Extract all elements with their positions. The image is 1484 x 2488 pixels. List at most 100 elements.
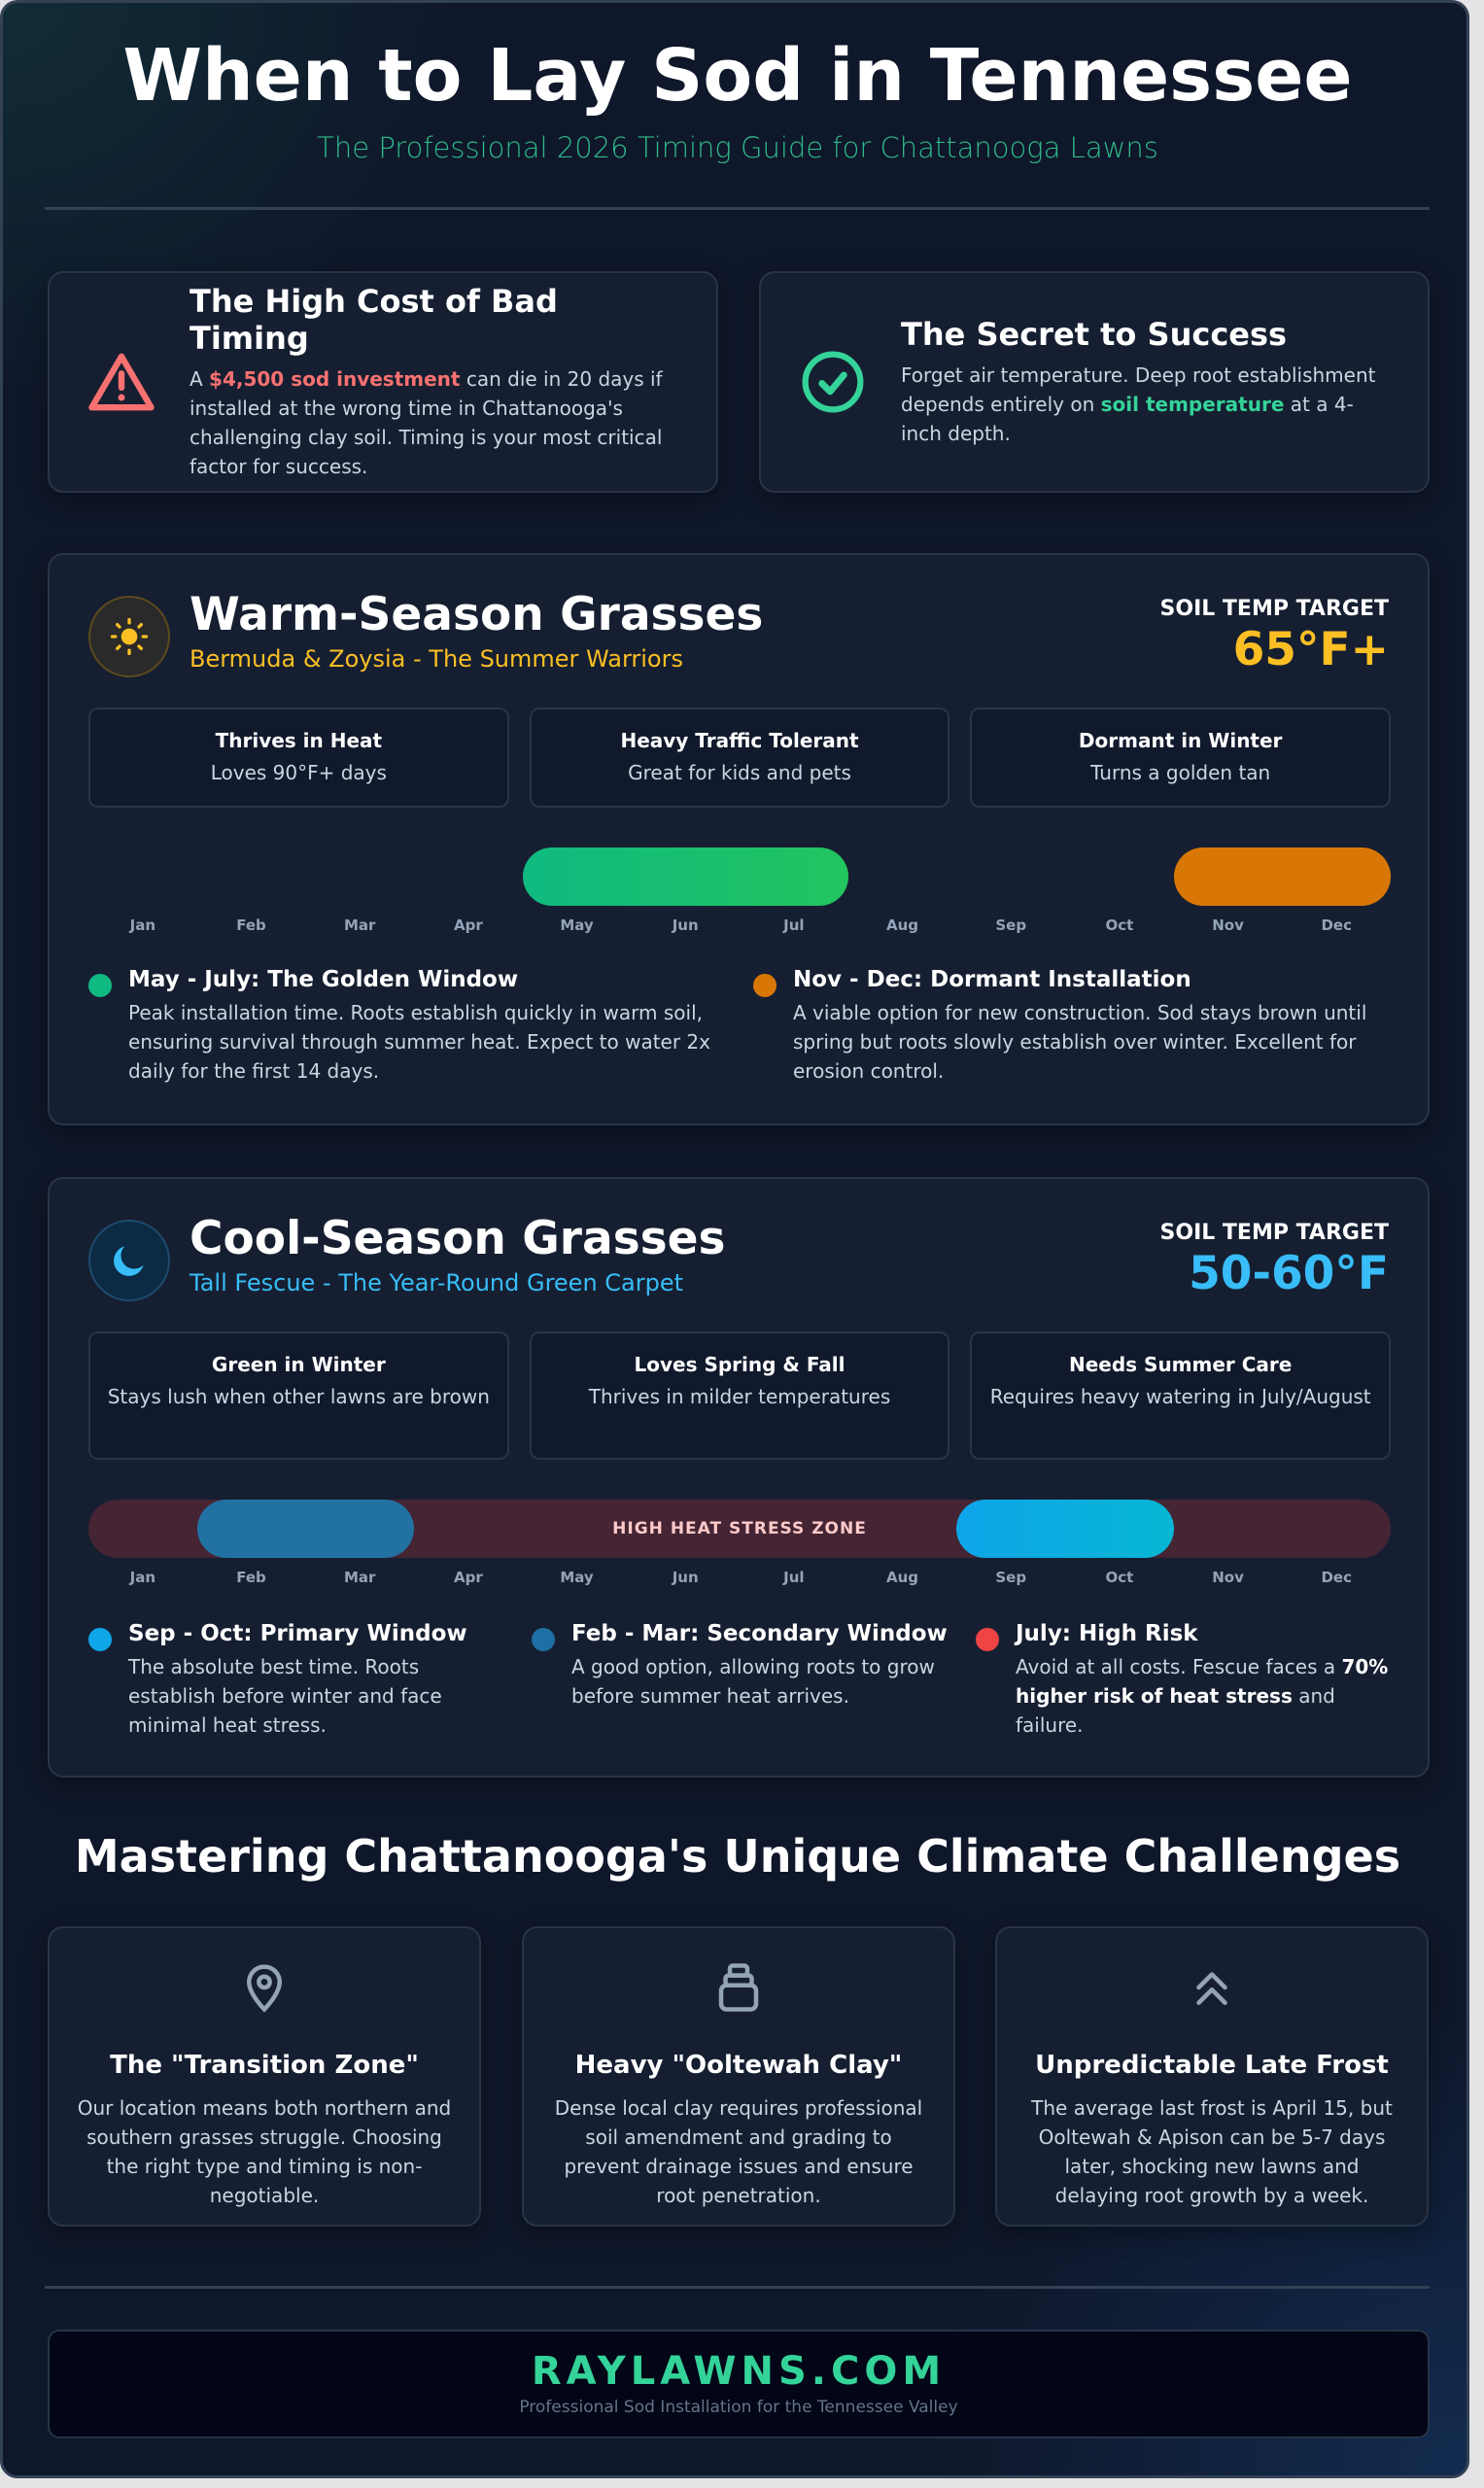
card-title: The Secret to Success [901, 316, 1288, 353]
timeline-track [88, 847, 1391, 906]
heat-stress-zone-label: HIGH HEAT STRESS ZONE [612, 1519, 867, 1538]
footer: RAYLAWNS.COM Professional Sod Installati… [48, 2330, 1430, 2438]
climate-card-title: Unpredictable Late Frost [1035, 2051, 1389, 2080]
legend-item: Sep - Oct: Primary Window The absolute be… [88, 1621, 532, 1740]
month-label: Dec [1321, 1569, 1352, 1586]
legend-item: July: High Risk Avoid at all costs. Fescu… [976, 1621, 1391, 1740]
feature-title: Heavy Traffic Tolerant [620, 729, 859, 752]
month-label: Jan [129, 916, 156, 934]
climate-card-title: The "Transition Zone" [110, 2051, 419, 2080]
month-label: Mar [343, 916, 376, 934]
timeline-track: HIGH HEAT STRESS ZONE [88, 1500, 1391, 1558]
feature-box: Heavy Traffic Tolerant Great for kids and… [529, 708, 950, 808]
timeline-legend: Sep - Oct: Primary Window The absolute be… [88, 1621, 1391, 1740]
soil-temp-target: SOIL TEMP TARGET 50-60°F [1160, 1221, 1389, 1300]
month-label: Apr [453, 916, 483, 934]
install-window-bar [522, 847, 848, 906]
feature-box: Green in Winter Stays lush when other law… [88, 1331, 509, 1460]
card-title: The High Cost of Bad Timing [190, 283, 558, 357]
climate-card: Heavy "Ooltewah Clay" Dense local clay re… [522, 1926, 955, 2227]
section-title: Warm-Season Grasses [190, 588, 764, 641]
month-label: Apr [453, 1569, 483, 1586]
legend-item: Feb - Mar: Secondary Window A good option… [532, 1621, 976, 1740]
feature-desc: Requires heavy watering in July/August [989, 1385, 1371, 1408]
feature-title: Thrives in Heat [215, 729, 383, 752]
section-subtitle: Tall Fescue - The Year-Round Green Carpe… [190, 1269, 684, 1296]
climate-card-desc: Our location means both northern and sou… [77, 2096, 452, 2207]
install-window-bar [1173, 847, 1391, 906]
feature-title: Dormant in Winter [1078, 729, 1283, 752]
month-axis: Jan Feb Mar Apr May Jun Jul Aug Sep Oct Nov Dec [88, 916, 1391, 934]
month-label: Jun [672, 916, 699, 934]
page-title: When to Lay Sod in Tennessee [122, 34, 1353, 118]
legend-title: Nov - Dec: Dormant Installation [793, 967, 1191, 992]
legend-desc: Peak installation time. Roots establish … [128, 1001, 710, 1083]
climate-card-desc: Dense local clay requires professional s… [554, 2096, 923, 2207]
target-value: 65°F+ [1232, 623, 1389, 676]
feature-list: Green in Winter Stays lush when other law… [88, 1331, 1392, 1460]
feature-box: Dormant in Winter Turns a golden tan [970, 708, 1392, 808]
legend-desc: A good option, allowing roots to grow be… [571, 1655, 935, 1708]
warning-triangle-icon [85, 351, 158, 413]
month-label: Aug [886, 1569, 919, 1586]
month-label: Dec [1321, 916, 1352, 934]
chevrons-up-icon [1020, 1961, 1403, 2018]
feature-box: Needs Summer Care Requires heavy watering… [970, 1331, 1392, 1460]
month-label: Feb [236, 1569, 266, 1586]
target-value: 50-60°F [1189, 1247, 1389, 1300]
feature-desc: Great for kids and pets [628, 761, 851, 784]
month-label: May [560, 1569, 594, 1586]
feature-list: Thrives in Heat Loves 90°F+ days Heavy Tra… [88, 708, 1392, 808]
card-text: Forget air temperature. Deep root establ… [901, 363, 1376, 445]
feature-desc: Turns a golden tan [1090, 761, 1271, 784]
legend-dot [88, 974, 112, 997]
timeline-legend: May - July: The Golden Window Peak instal… [88, 967, 1391, 1086]
footer-tagline: Professional Sod Installation for the Te… [519, 2398, 958, 2417]
feature-desc: Thrives in milder temperatures [588, 1385, 891, 1408]
month-label: Jul [783, 1569, 805, 1586]
legend-item: Nov - Dec: Dormant Installation A viable … [753, 967, 1391, 1086]
feature-desc: Stays lush when other lawns are brown [107, 1385, 490, 1408]
check-circle-icon [796, 349, 870, 415]
target-label: SOIL TEMP TARGET [1159, 1221, 1389, 1245]
month-label: Jun [672, 1569, 699, 1586]
install-window-bar [956, 1500, 1174, 1558]
feature-desc: Loves 90°F+ days [210, 761, 387, 784]
soil-temp-target: SOIL TEMP TARGET 65°F+ [1160, 597, 1389, 676]
section-title: Cool-Season Grasses [190, 1212, 726, 1265]
divider [45, 2286, 1430, 2289]
climate-card: The "Transition Zone" Our location means … [48, 1926, 481, 2227]
month-label: Jan [129, 1569, 156, 1586]
divider [45, 207, 1430, 210]
climate-heading: Mastering Chattanooga's Unique Climate C… [74, 1830, 1401, 1883]
legend-dot [88, 1628, 112, 1651]
climate-card-desc: The average last frost is April 15, but … [1031, 2096, 1393, 2207]
legend-title: Sep - Oct: Primary Window [128, 1621, 467, 1646]
legend-dot [532, 1628, 555, 1651]
climate-card: Unpredictable Late Frost The average last… [995, 1926, 1429, 2227]
month-label: Aug [886, 916, 919, 934]
legend-desc: Avoid at all costs. Fescue faces a 70% h… [1016, 1655, 1389, 1737]
feature-title: Needs Summer Care [1068, 1353, 1293, 1376]
feature-title: Green in Winter [211, 1353, 386, 1376]
feature-box: Loves Spring & Fall Thrives in milder tem… [529, 1331, 950, 1460]
month-label: Nov [1212, 1569, 1244, 1586]
map-pin-icon [73, 1961, 456, 2018]
secret-success-card: The Secret to Success Forget air tempera… [759, 271, 1430, 493]
install-window-bar [196, 1500, 414, 1558]
month-label: May [560, 916, 594, 934]
target-label: SOIL TEMP TARGET [1159, 597, 1389, 621]
sun-icon [88, 596, 170, 677]
legend-title: May - July: The Golden Window [128, 967, 519, 992]
month-axis: Jan Feb Mar Apr May Jun Jul Aug Sep Oct Nov Dec [88, 1569, 1391, 1586]
legend-dot [753, 974, 777, 997]
feature-box: Thrives in Heat Loves 90°F+ days [88, 708, 509, 808]
section-subtitle: Bermuda & Zoysia - The Summer Warriors [190, 645, 683, 673]
month-label: Mar [343, 1569, 376, 1586]
month-label: Oct [1105, 916, 1134, 934]
feature-title: Loves Spring & Fall [634, 1353, 846, 1376]
brand-link[interactable]: RAYLAWNS.COM [531, 2349, 947, 2394]
legend-title: July: High Risk [1016, 1621, 1198, 1646]
month-label: Nov [1212, 916, 1244, 934]
